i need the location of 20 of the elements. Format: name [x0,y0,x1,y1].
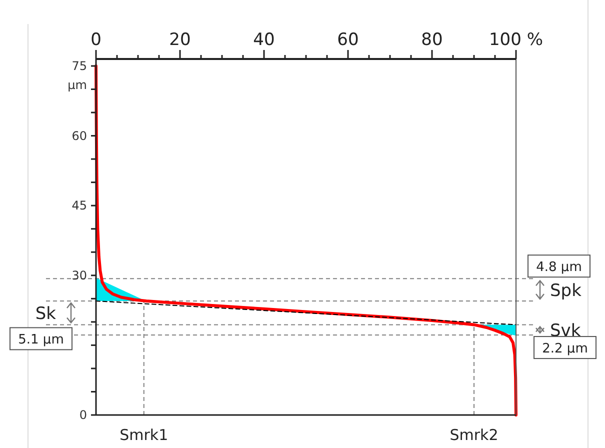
ref-line-label: Smrk1 [120,426,168,444]
x-tick-label: 80 [421,30,443,50]
y-tick-label: 75 [72,58,87,73]
x-tick-label: 0 [90,30,102,50]
x-tick-label: 20 [169,30,191,50]
text: 2.2 µm [542,342,588,357]
text: Svk [550,320,581,341]
y-axis-title: µm [68,78,87,92]
y-tick-label: 60 [72,128,87,143]
x-tick-label: 40 [253,30,275,50]
text: Spk [550,280,582,301]
text: 5.1 µm [18,332,64,348]
x-tick-label: 100 % [488,30,544,50]
y-tick-label: 45 [72,198,87,213]
y-tick-label: 30 [72,268,87,282]
text: Sk [35,304,56,324]
ref-line-label: Smrk2 [450,426,498,444]
y-tick-label: 0 [79,408,87,422]
x-tick-label: 60 [337,30,359,50]
text: 4.8 µm [536,260,582,276]
